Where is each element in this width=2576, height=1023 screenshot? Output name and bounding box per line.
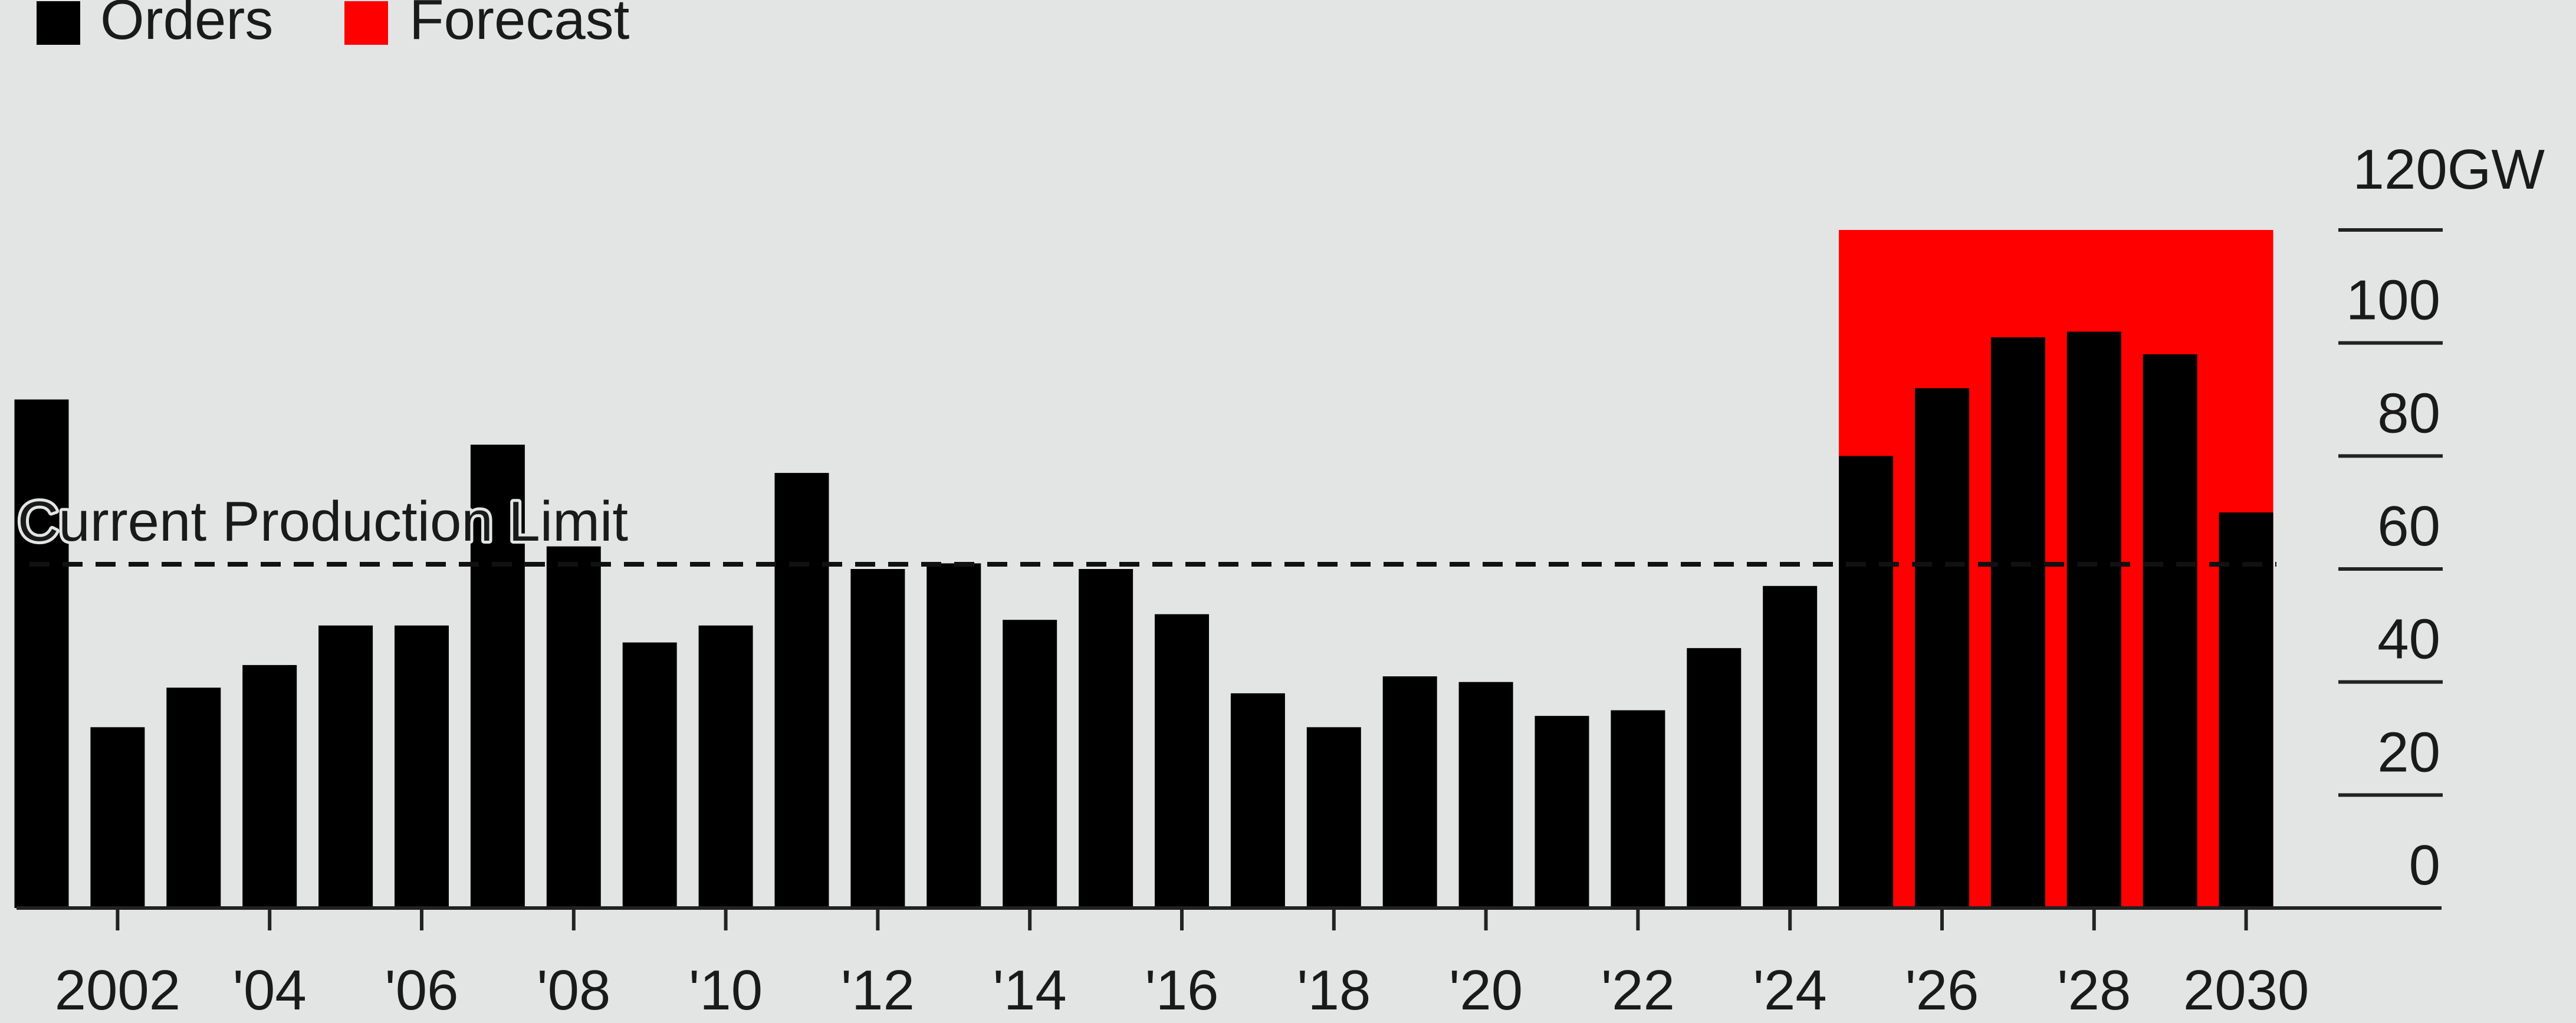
- x-axis: 2002 '04 '06 '08 '10 '12 '14 '16 '18 '20 '22 '24 '26…: [17, 906, 2442, 1022]
- x-tick-label-2018: '18: [1297, 959, 1371, 1022]
- y-tick-label-100: 100: [2346, 269, 2440, 332]
- y-tick-label-80: 80: [2377, 381, 2440, 445]
- bar-2018: [1306, 727, 1361, 908]
- bar-2025: [1839, 456, 1894, 908]
- legend: Orders Forecast: [37, 0, 629, 51]
- bar-2007: [470, 445, 525, 908]
- x-tick-label-2024: '24: [1753, 959, 1827, 1022]
- bar-2011: [774, 473, 829, 908]
- bar-2003: [166, 688, 221, 908]
- legend-orders-label: Orders: [100, 0, 273, 51]
- y-tick-label-20: 20: [2377, 721, 2440, 784]
- x-tick-label-2030: 2030: [2183, 959, 2309, 1022]
- bar-2028: [2066, 331, 2121, 908]
- forecast-area: [1839, 230, 2273, 908]
- bar-2013: [926, 563, 981, 908]
- legend-forecast-swatch: [344, 1, 388, 45]
- x-tick-label-2002: 2002: [55, 959, 181, 1022]
- x-tick-label-2012: '12: [841, 959, 915, 1022]
- bar-2014: [1003, 620, 1057, 908]
- bar-2021: [1535, 716, 1589, 908]
- bar-2002: [90, 727, 145, 908]
- x-tick-label-2010: '10: [689, 959, 763, 1022]
- bars: [14, 331, 2273, 908]
- bar-2016: [1155, 614, 1209, 908]
- bar-2012: [850, 569, 905, 908]
- legend-orders-swatch: [37, 1, 80, 45]
- bar-2017: [1230, 693, 1285, 908]
- bar-2009: [622, 642, 677, 908]
- x-tick-label-2028: '28: [2057, 959, 2131, 1022]
- x-tick-label-2008: '08: [537, 959, 610, 1022]
- reference-line-group: Current Production Limit: [15, 487, 2276, 567]
- y-tick-label-0: 0: [2409, 834, 2440, 897]
- x-tick-label-2022: '22: [1601, 959, 1675, 1022]
- x-tick-label-2020: '20: [1449, 959, 1523, 1022]
- bar-2024: [1763, 585, 1818, 908]
- bar-2030: [2219, 512, 2273, 908]
- y-axis: 0 20 40 60 80 100 120GW: [2338, 138, 2545, 897]
- bar-2005: [318, 625, 373, 908]
- bar-2010: [698, 625, 753, 908]
- bar-2026: [1915, 388, 1969, 908]
- x-tick-label-2006: '06: [385, 959, 458, 1022]
- y-tick-label-120-unit: 120GW: [2353, 138, 2545, 201]
- bar-2001: [14, 399, 69, 908]
- forecast-region: [1839, 230, 2273, 908]
- bar-2004: [242, 665, 297, 908]
- bar-2027: [1990, 337, 2045, 908]
- bar-2023: [1687, 648, 1742, 908]
- bar-2020: [1458, 682, 1513, 908]
- bar-2022: [1611, 710, 1665, 908]
- legend-forecast-label: Forecast: [409, 0, 629, 51]
- x-tick-label-2014: '14: [993, 959, 1067, 1022]
- y-tick-label-40: 40: [2377, 608, 2440, 671]
- bar-2008: [546, 546, 601, 908]
- bar-2015: [1079, 569, 1133, 908]
- x-tick-label-2016: '16: [1145, 959, 1218, 1022]
- x-tick-label-2026: '26: [1905, 959, 1979, 1022]
- production-limit-label: Current Production Limit: [18, 490, 628, 553]
- bar-2019: [1382, 676, 1437, 908]
- bar-2029: [2143, 354, 2197, 908]
- bar-2006: [395, 625, 449, 908]
- x-tick-label-2004: '04: [233, 959, 307, 1022]
- y-tick-label-60: 60: [2377, 495, 2440, 558]
